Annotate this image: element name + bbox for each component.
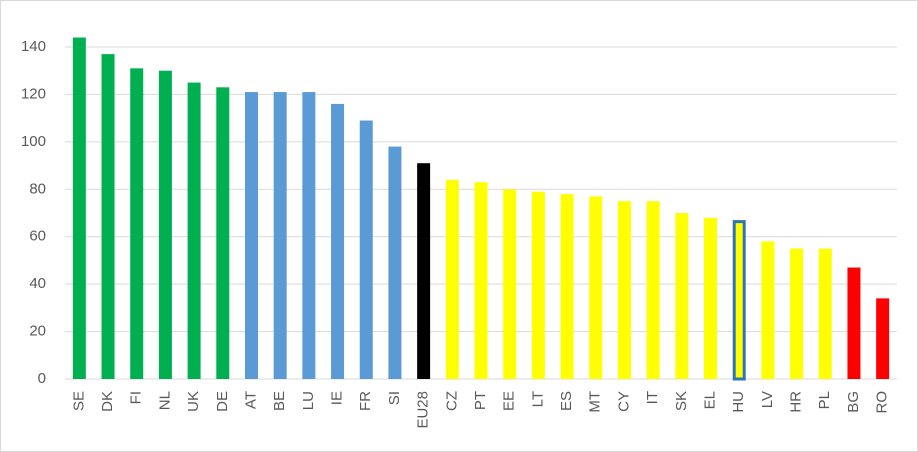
bar [617, 201, 631, 379]
bar [589, 196, 603, 379]
x-tick-label: SI [386, 391, 403, 405]
bar [560, 194, 574, 379]
bar [388, 146, 402, 379]
bar [847, 267, 861, 379]
x-tick-label: CZ [443, 391, 460, 411]
x-tick-label: BE [271, 391, 288, 411]
bar [158, 70, 172, 379]
y-tick-label: 40 [29, 275, 46, 292]
x-tick-label: UK [185, 391, 202, 412]
x-tick-label: SK [673, 391, 690, 411]
bar [876, 298, 890, 379]
bar [818, 248, 832, 379]
bar [732, 220, 746, 381]
y-tick-label: 100 [21, 133, 46, 150]
x-tick-label: IT [644, 391, 661, 404]
bar [187, 82, 201, 380]
x-tick-label: HR [788, 391, 805, 413]
x-tick-label: EU28 [415, 391, 432, 429]
x-tick-label: SE [70, 391, 87, 411]
bar [417, 163, 431, 379]
bar [790, 248, 804, 379]
x-tick-label: RO [874, 391, 891, 414]
bar [474, 182, 488, 379]
x-tick-label: BG [845, 391, 862, 413]
y-tick-label: 120 [21, 85, 46, 102]
x-tick-label: NL [156, 391, 173, 410]
y-tick-label: 60 [29, 228, 46, 245]
x-tick-label: CY [615, 391, 632, 412]
x-tick-label: EE [501, 391, 518, 411]
x-tick-label: IE [329, 391, 346, 405]
bar [130, 68, 144, 379]
bar [244, 92, 258, 380]
y-tick-label: 80 [29, 180, 46, 197]
x-tick-label: MT [587, 391, 604, 413]
x-tick-label: EL [701, 391, 718, 409]
x-tick-label: DK [99, 391, 116, 412]
y-tick-label: 140 [21, 38, 46, 55]
bar [302, 92, 316, 380]
y-tick-label: 0 [38, 370, 46, 387]
bar [445, 179, 459, 379]
x-tick-label: PL [816, 391, 833, 409]
x-tick-label: LV [759, 391, 776, 408]
x-tick-label: PT [472, 391, 489, 410]
bar [675, 213, 689, 379]
x-tick-label: LT [529, 391, 546, 407]
bar [531, 191, 545, 379]
x-tick-label: HU [730, 391, 747, 413]
bar [503, 189, 517, 379]
x-tick-label: ES [558, 391, 575, 411]
x-tick-label: LU [300, 391, 317, 410]
bar [646, 201, 660, 379]
bar [273, 92, 287, 380]
bar [359, 120, 373, 379]
x-tick-label: DE [214, 391, 231, 412]
bar [72, 37, 86, 380]
bar [216, 87, 230, 380]
bar [331, 103, 345, 380]
bar [761, 241, 775, 379]
x-tick-label: FR [357, 391, 374, 411]
x-tick-label: AT [242, 391, 259, 409]
bar [704, 217, 718, 379]
y-tick-label: 20 [29, 323, 46, 340]
bar [101, 54, 115, 379]
x-tick-label: FI [128, 391, 145, 404]
